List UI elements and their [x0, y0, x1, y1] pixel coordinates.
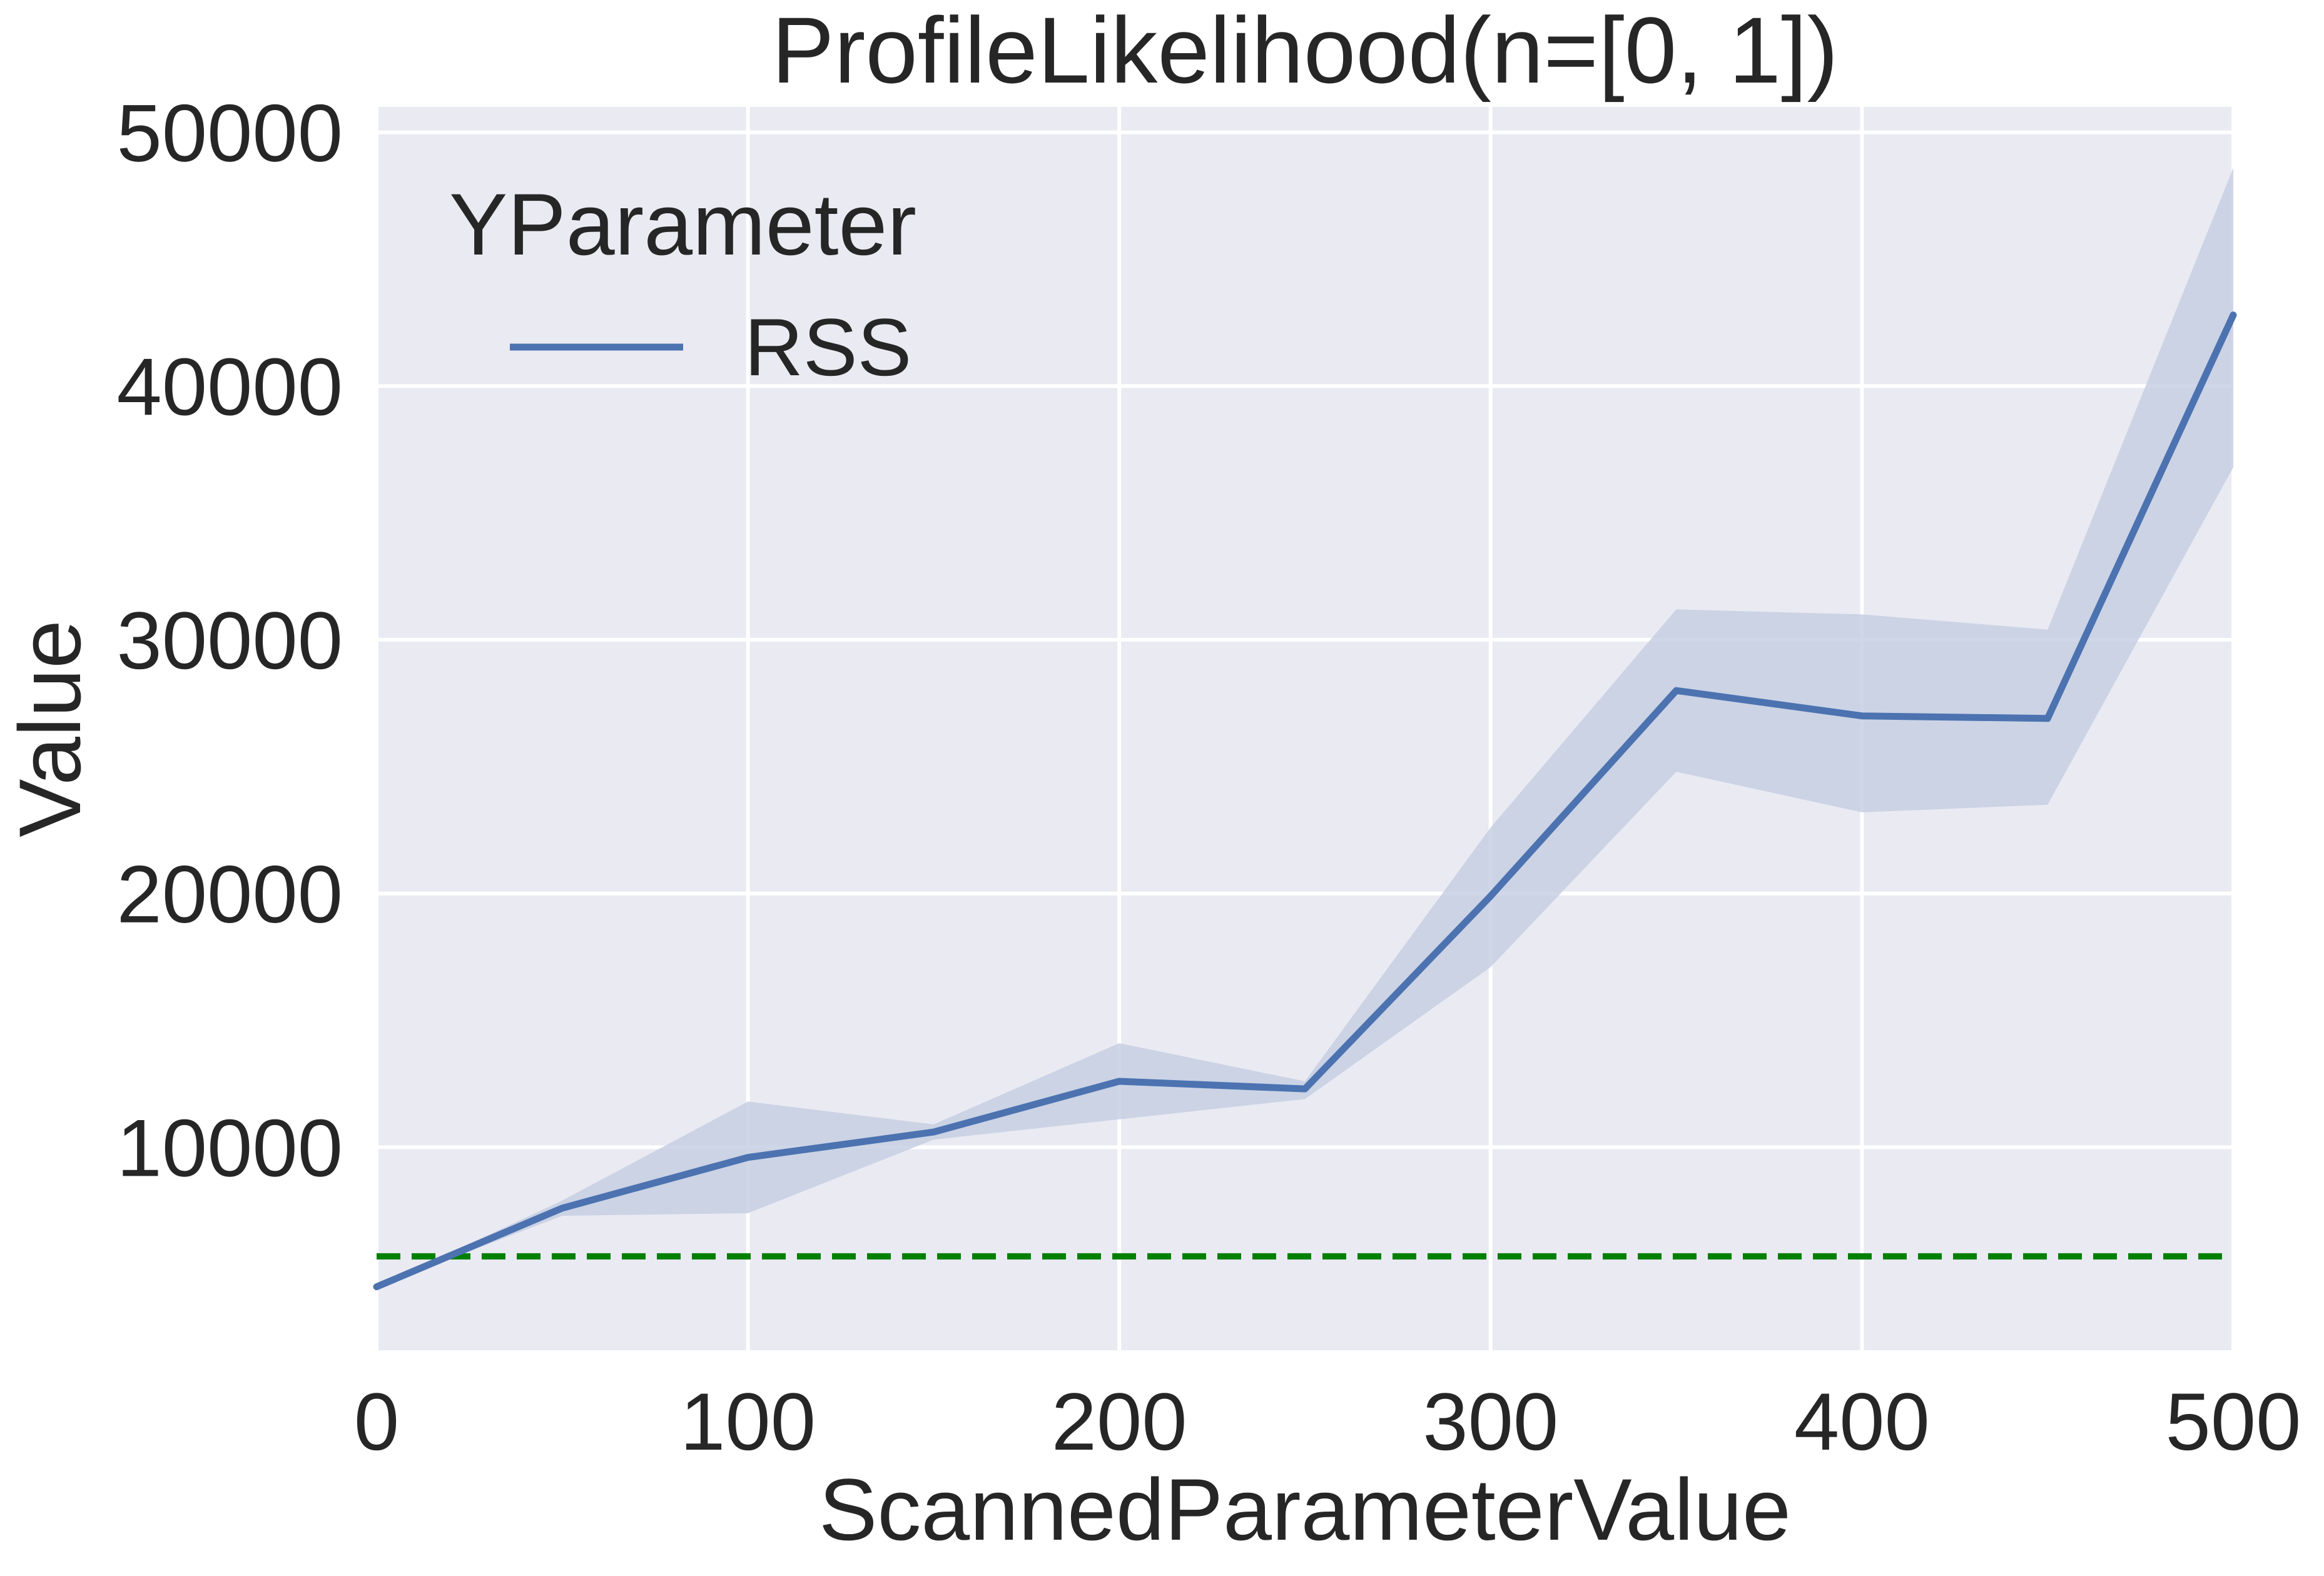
chart-title: ProfileLikelihood(n=[0, 1])	[771, 0, 1838, 103]
legend: YParameter RSS	[449, 175, 916, 393]
data-point-rss	[1676, 690, 1677, 691]
x-tick-label: 300	[1423, 1376, 1558, 1467]
y-tick-label: 10000	[117, 1102, 343, 1193]
grid-lines	[375, 107, 2235, 1350]
y-axis-label: Value	[1, 620, 99, 837]
x-axis-label: ScannedParameterValue	[819, 1460, 1791, 1558]
x-tick-label: 400	[1794, 1376, 1930, 1467]
confidence-bands	[377, 168, 2233, 1287]
y-tick-label: 40000	[117, 341, 343, 432]
x-tick-labels: 0 100 200 300 400 500	[354, 1376, 2301, 1467]
data-point-rss	[933, 1131, 934, 1133]
data-point-rss	[2047, 718, 2048, 719]
x-tick-label: 100	[680, 1376, 816, 1467]
legend-title: YParameter	[449, 175, 916, 273]
band-rss	[377, 168, 2233, 1287]
y-tick-labels: 10000 20000 30000 40000 50000	[117, 88, 343, 1194]
x-tick-label: 0	[354, 1376, 399, 1467]
y-tick-label: 30000	[117, 595, 343, 686]
series-lines	[373, 311, 2237, 1291]
y-tick-label: 50000	[117, 88, 343, 179]
x-tick-label: 200	[1052, 1376, 1187, 1467]
legend-label-rss: RSS	[744, 301, 911, 393]
y-tick-label: 20000	[117, 849, 343, 940]
x-tick-label: 500	[2166, 1376, 2301, 1467]
